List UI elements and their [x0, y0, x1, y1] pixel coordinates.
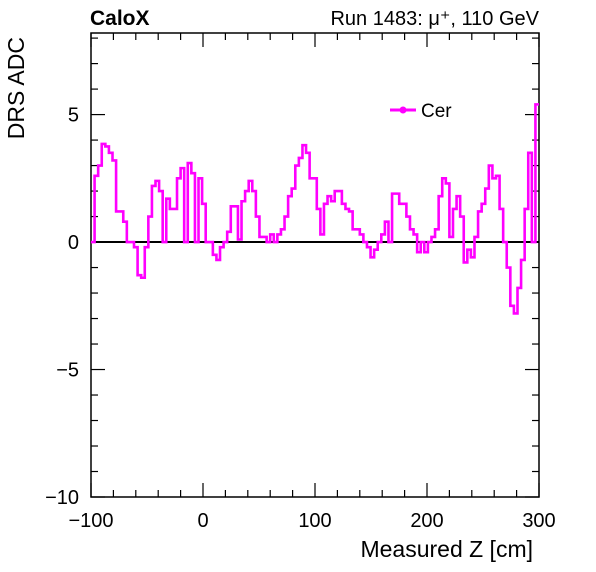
axis-tick-labels: −100 0 100 200 300 −10 −5 0 5: [45, 105, 556, 532]
y-tick-label: −10: [45, 487, 79, 509]
x-tick-label: 0: [197, 510, 208, 532]
x-axis-label: Measured Z [cm]: [360, 536, 533, 562]
y-tick-label: −5: [56, 360, 79, 382]
x-tick-label: 300: [522, 510, 555, 532]
y-tick-label: 0: [68, 232, 79, 254]
legend: Cer: [390, 101, 452, 122]
series-cer-step-line: [91, 103, 539, 315]
run-info-label: Run 1483: μ⁺, 110 GeV: [330, 8, 539, 30]
legend-dot-marker: [399, 106, 407, 114]
experiment-label: CaloX: [90, 7, 150, 30]
y-axis-label: DRS ADC: [3, 37, 29, 139]
y-tick-label: 5: [68, 105, 79, 127]
x-tick-label: 200: [410, 510, 443, 532]
x-tick-label: 100: [298, 510, 331, 532]
legend-label: Cer: [421, 101, 452, 122]
x-tick-label: −100: [68, 510, 113, 532]
axis-ticks: [90, 33, 540, 498]
series-layer: [91, 103, 539, 315]
plot-frame: [90, 32, 540, 498]
